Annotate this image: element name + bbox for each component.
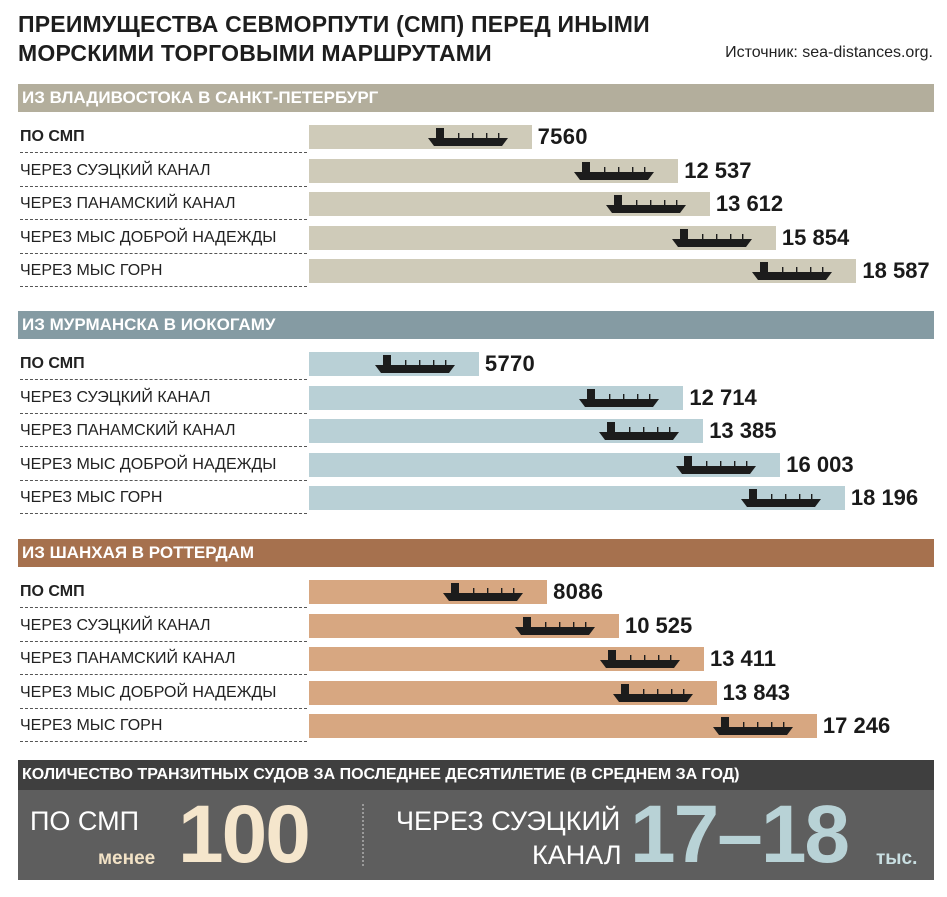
transit-ships-panel: ПО СМП менее 100 ЧЕРЕЗ СУЭЦКИЙ КАНАЛ 17–… <box>18 789 934 880</box>
route-label: ЧЕРЕЗ ПАНАМСКИЙ КАНАЛ <box>20 195 236 212</box>
route-label: ЧЕРЕЗ ПАНАМСКИЙ КАНАЛ <box>20 422 236 439</box>
panel-divider <box>362 804 364 866</box>
suez-transit-label-line-2: КАНАЛ <box>532 840 622 870</box>
row-divider <box>20 286 307 287</box>
row-divider <box>20 741 307 742</box>
title-line-2: МОРСКИМИ ТОРГОВЫМИ МАРШРУТАМИ <box>18 40 492 66</box>
distance-value: 12 537 <box>684 157 752 183</box>
row-divider <box>20 446 307 447</box>
route-label: ЧЕРЕЗ МЫС ДОБРОЙ НАДЕЖДЫ <box>20 455 277 473</box>
row-divider <box>20 640 307 642</box>
route-label: ЧЕРЕЗ МЫС ГОРН <box>20 717 163 734</box>
ship-icon <box>752 262 833 280</box>
route-row: ЧЕРЕЗ ПАНАМСКИЙ КАНАЛ 13 385 <box>18 414 934 447</box>
row-divider <box>20 707 307 709</box>
distance-value: 7560 <box>537 124 588 149</box>
ship-icon <box>605 195 686 213</box>
route-section-vladivostok: ИЗ ВЛАДИВОСТОКА В САНКТ-ПЕТЕРБУРГ ПО СМП 7… <box>18 84 934 296</box>
nsr-transit-less: менее <box>98 848 156 869</box>
distance-value: 13 411 <box>709 646 777 671</box>
nsr-transit-label: ПО СМП <box>30 806 140 836</box>
distance-value: 10 525 <box>624 612 693 638</box>
route-section-shanghai: ИЗ ШАНХАЯ В РОТТЕРДАМ ПО СМП 8086 ЧЕРЕЗ СУЭ… <box>18 539 934 751</box>
distance-value: 5770 <box>484 351 536 376</box>
row-divider <box>20 479 307 481</box>
route-row: ЧЕРЕЗ МЫС ГОРН 17 246 <box>18 709 934 742</box>
route-row: ПО СМП 8086 <box>18 575 934 608</box>
section-header: ИЗ ШАНХАЯ В РОТТЕРДАМ <box>18 539 934 567</box>
title-line-1: ПРЕИМУЩЕСТВА СЕВМОРПУТИ (СМП) ПЕРЕД ИНЫМ… <box>18 11 650 37</box>
route-label: ЧЕРЕЗ СУЭЦКИЙ КАНАЛ <box>20 161 211 179</box>
distance-value: 18 196 <box>850 485 919 510</box>
route-row: ПО СМП 5770 <box>18 347 934 380</box>
route-label: ЧЕРЕЗ МЫС ГОРН <box>20 262 163 279</box>
route-label: ЧЕРЕЗ МЫС ДОБРОЙ НАДЕЖДЫ <box>20 683 277 701</box>
row-divider <box>20 219 307 220</box>
ship-icon <box>712 717 793 735</box>
section-header: ИЗ МУРМАНСКА В ИОКОГАМУ <box>18 311 934 339</box>
ship-icon <box>671 228 752 247</box>
route-label: ПО СМП <box>20 583 85 600</box>
route-label: ПО СМП <box>20 128 85 145</box>
route-label: ЧЕРЕЗ МЫС ДОБРОЙ НАДЕЖДЫ <box>20 228 277 246</box>
ship-icon <box>443 583 524 601</box>
page-title: ПРЕИМУЩЕСТВА СЕВМОРПУТИ (СМП) ПЕРЕД ИНЫМ… <box>18 10 650 68</box>
route-row: ЧЕРЕЗ МЫС ДОБРОЙ НАДЕЖДЫ 13 843 <box>18 676 934 709</box>
distance-value: 12 714 <box>689 384 757 410</box>
suez-transit-unit: тыс. <box>876 848 918 869</box>
route-label: ЧЕРЕЗ СУЭЦКИЙ КАНАЛ <box>20 616 211 634</box>
route-row: ПО СМП 7560 <box>18 120 934 153</box>
transit-ships-header: КОЛИЧЕСТВО ТРАНЗИТНЫХ СУДОВ ЗА ПОСЛЕДНЕЕ… <box>18 760 934 790</box>
route-row: ЧЕРЕЗ СУЭЦКИЙ КАНАЛ 12 714 <box>18 381 934 414</box>
route-row: ЧЕРЕЗ МЫС ГОРН 18 587 <box>18 254 934 287</box>
route-row: ЧЕРЕЗ ПАНАМСКИЙ КАНАЛ 13 612 <box>18 187 934 220</box>
ship-icon <box>599 650 680 668</box>
route-row: ЧЕРЕЗ СУЭЦКИЙ КАНАЛ 10 525 <box>18 609 934 642</box>
row-divider <box>20 412 307 414</box>
distance-value: 13 612 <box>715 191 784 216</box>
row-divider <box>20 607 307 608</box>
nsr-transit-value: 100 <box>178 789 311 880</box>
route-label: ЧЕРЕЗ ПАНАМСКИЙ КАНАЛ <box>20 650 236 667</box>
row-divider <box>20 152 307 153</box>
ship-icon <box>579 388 660 407</box>
route-label: ЧЕРЕЗ МЫС ГОРН <box>20 489 163 506</box>
row-divider <box>20 513 307 514</box>
ship-icon <box>599 422 680 440</box>
ship-icon <box>676 455 757 474</box>
row-divider <box>20 185 307 187</box>
source-note: Источник: sea-distances.org. <box>725 44 933 61</box>
suez-transit-value: 17–18 <box>630 789 850 880</box>
distance-value: 16 003 <box>786 451 854 477</box>
ship-icon <box>514 616 595 635</box>
row-divider <box>20 379 307 380</box>
suez-transit-label-line-1: ЧЕРЕЗ СУЭЦКИЙ <box>396 806 621 836</box>
route-label: ПО СМП <box>20 355 85 372</box>
distance-value: 15 854 <box>781 224 850 250</box>
route-row: ЧЕРЕЗ МЫС ГОРН 18 196 <box>18 481 934 514</box>
ship-icon <box>574 161 655 180</box>
route-row: ЧЕРЕЗ СУЭЦКИЙ КАНАЛ 12 537 <box>18 154 934 187</box>
distance-value: 8086 <box>553 579 604 604</box>
route-section-murmansk: ИЗ МУРМАНСКА В ИОКОГАМУ ПО СМП 5770 ЧЕРЕЗ С… <box>18 311 934 523</box>
row-divider <box>20 674 307 675</box>
route-row: ЧЕРЕЗ МЫС ДОБРОЙ НАДЕЖДЫ 16 003 <box>18 448 934 481</box>
ship-icon <box>427 128 508 146</box>
distance-value: 18 587 <box>862 258 930 283</box>
row-divider <box>20 252 307 254</box>
distance-value: 17 246 <box>822 713 891 738</box>
ship-icon <box>374 355 455 373</box>
route-label: ЧЕРЕЗ СУЭЦКИЙ КАНАЛ <box>20 388 211 406</box>
distance-value: 13 385 <box>709 418 777 443</box>
route-row: ЧЕРЕЗ МЫС ДОБРОЙ НАДЕЖДЫ 15 854 <box>18 221 934 254</box>
ship-icon <box>612 683 693 702</box>
route-row: ЧЕРЕЗ ПАНАМСКИЙ КАНАЛ 13 411 <box>18 642 934 675</box>
distance-value: 13 843 <box>722 679 790 705</box>
section-header: ИЗ ВЛАДИВОСТОКА В САНКТ-ПЕТЕРБУРГ <box>18 84 934 112</box>
ship-icon <box>740 489 821 507</box>
